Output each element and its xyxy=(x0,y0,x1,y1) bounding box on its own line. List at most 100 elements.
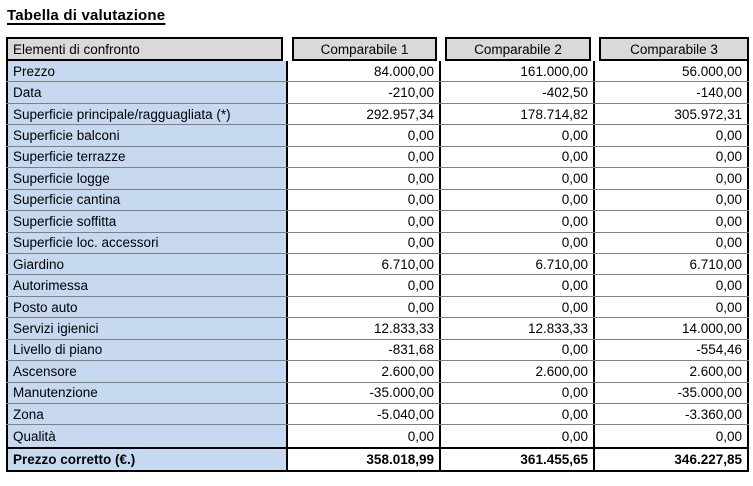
row-value: 0,00 xyxy=(288,232,441,253)
row-value: 292.957,34 xyxy=(288,103,441,125)
row-label: Prezzo xyxy=(6,61,288,82)
row-value: 0,00 xyxy=(288,275,441,296)
row-label: Superficie cantina xyxy=(6,189,288,211)
row-label: Posto auto xyxy=(6,296,288,318)
row-label: Giardino xyxy=(6,253,288,275)
row-label: Superficie loc. accessori xyxy=(6,232,288,253)
row-value: 6.710,00 xyxy=(441,253,595,275)
row-value: 84.000,00 xyxy=(288,61,441,82)
table-row: Superficie loc. accessori 0,00 0,00 0,00 xyxy=(6,232,749,254)
header-cell-comparable-3: Comparabile 3 xyxy=(599,37,749,61)
row-label: Livello di piano xyxy=(6,339,288,361)
row-value: 0,00 xyxy=(441,125,595,146)
row-label: Zona xyxy=(6,404,288,425)
table-row: Qualità 0,00 0,00 0,00 xyxy=(6,425,749,447)
table-row: Giardino 6.710,00 6.710,00 6.710,00 xyxy=(6,253,749,276)
row-value: 0,00 xyxy=(441,296,595,318)
table-row: Superficie logge 0,00 0,00 0,00 xyxy=(6,168,749,190)
row-label: Qualità xyxy=(6,425,288,447)
row-label: Ascensore xyxy=(6,361,288,382)
row-value: 0,00 xyxy=(441,425,595,447)
row-value: 0,00 xyxy=(595,296,749,318)
row-label: Data xyxy=(6,82,288,103)
table-row: Autorimessa 0,00 0,00 0,00 xyxy=(6,275,749,297)
row-value: -831,68 xyxy=(288,339,441,361)
table-row: Ascensore 2.600,00 2.600,00 2.600,00 xyxy=(6,361,749,383)
row-label: Superficie principale/ragguagliata (*) xyxy=(6,103,288,125)
table-body: Prezzo 84.000,00 161.000,00 56.000,00 Data -2… xyxy=(6,61,749,447)
row-value: 0,00 xyxy=(595,425,749,447)
row-value: 0,00 xyxy=(288,425,441,447)
row-value: 0,00 xyxy=(288,146,441,168)
header-cell-comparable-1: Comparabile 1 xyxy=(292,37,437,61)
total-row-value-1: 358.018,99 xyxy=(288,448,441,470)
page-title: Tabella di valutazione xyxy=(7,7,166,24)
row-value: 305.972,31 xyxy=(595,103,749,125)
table-row: Posto auto 0,00 0,00 0,00 xyxy=(6,296,749,319)
row-label: Autorimessa xyxy=(6,275,288,296)
row-value: 0,00 xyxy=(441,146,595,168)
total-row-value-2: 361.455,65 xyxy=(441,448,595,470)
table-row: Manutenzione -35.000,00 0,00 -35.000,00 xyxy=(6,382,749,404)
row-value: 14.000,00 xyxy=(595,318,749,339)
row-value: 0,00 xyxy=(288,189,441,211)
header-cell-comparable-2: Comparabile 2 xyxy=(445,37,591,61)
row-value: 0,00 xyxy=(595,232,749,253)
row-value: 0,00 xyxy=(441,168,595,189)
row-value: 0,00 xyxy=(441,189,595,211)
row-value: -210,00 xyxy=(288,82,441,103)
table-row: Prezzo 84.000,00 161.000,00 56.000,00 xyxy=(6,61,749,83)
row-value: 6.710,00 xyxy=(595,253,749,275)
row-value: 12.833,33 xyxy=(441,318,595,339)
row-value: -35.000,00 xyxy=(595,382,749,403)
table-row: Servizi igienici 12.833,33 12.833,33 14.000… xyxy=(6,318,749,340)
row-value: 6.710,00 xyxy=(288,253,441,275)
row-label: Superficie balconi xyxy=(6,125,288,146)
row-value: 178.714,82 xyxy=(441,103,595,125)
row-value: 0,00 xyxy=(288,168,441,189)
row-label: Superficie soffitta xyxy=(6,211,288,232)
row-value: 12.833,33 xyxy=(288,318,441,339)
row-value: 0,00 xyxy=(595,211,749,232)
row-value: 0,00 xyxy=(595,189,749,211)
row-value: -5.040,00 xyxy=(288,404,441,425)
row-value: 0,00 xyxy=(441,211,595,232)
row-value: -3.360,00 xyxy=(595,404,749,425)
row-value: 0,00 xyxy=(288,125,441,146)
row-label: Superficie terrazze xyxy=(6,146,288,168)
row-value: 56.000,00 xyxy=(595,61,749,82)
row-value: 0,00 xyxy=(441,339,595,361)
table-row: Livello di piano -831,68 0,00 -554,46 xyxy=(6,339,749,362)
row-value: 0,00 xyxy=(288,296,441,318)
row-value: 0,00 xyxy=(595,125,749,146)
table-row: Superficie balconi 0,00 0,00 0,00 xyxy=(6,125,749,147)
valuation-table: Elementi di confronto Comparabile 1 Comp… xyxy=(6,37,749,472)
row-value: 0,00 xyxy=(595,275,749,296)
table-row: Data -210,00 -402,50 -140,00 xyxy=(6,82,749,104)
row-label: Superficie logge xyxy=(6,168,288,189)
row-value: -402,50 xyxy=(441,82,595,103)
table-row: Superficie terrazze 0,00 0,00 0,00 xyxy=(6,146,749,169)
row-value: -140,00 xyxy=(595,82,749,103)
table-row: Zona -5.040,00 0,00 -3.360,00 xyxy=(6,404,749,426)
row-value: 2.600,00 xyxy=(441,361,595,382)
total-row-label: Prezzo corretto (€.) xyxy=(6,448,288,470)
document-page: Tabella di valutazione Elementi di confr… xyxy=(6,7,749,472)
table-row: Superficie cantina 0,00 0,00 0,00 xyxy=(6,189,749,212)
row-label: Servizi igienici xyxy=(6,318,288,339)
row-value: 0,00 xyxy=(441,275,595,296)
row-value: 0,00 xyxy=(441,382,595,403)
header-cell-elements: Elementi di confronto xyxy=(6,37,283,61)
total-row-value-3: 346.227,85 xyxy=(595,448,749,470)
row-value: 0,00 xyxy=(595,146,749,168)
row-value: 2.600,00 xyxy=(288,361,441,382)
table-header-row: Elementi di confronto Comparabile 1 Comp… xyxy=(6,37,749,61)
row-value: -35.000,00 xyxy=(288,382,441,403)
table-row: Superficie soffitta 0,00 0,00 0,00 xyxy=(6,211,749,233)
row-value: 0,00 xyxy=(441,232,595,253)
row-value: 0,00 xyxy=(595,168,749,189)
row-label: Manutenzione xyxy=(6,382,288,403)
row-value: 0,00 xyxy=(441,404,595,425)
row-value: 2.600,00 xyxy=(595,361,749,382)
row-value: 161.000,00 xyxy=(441,61,595,82)
